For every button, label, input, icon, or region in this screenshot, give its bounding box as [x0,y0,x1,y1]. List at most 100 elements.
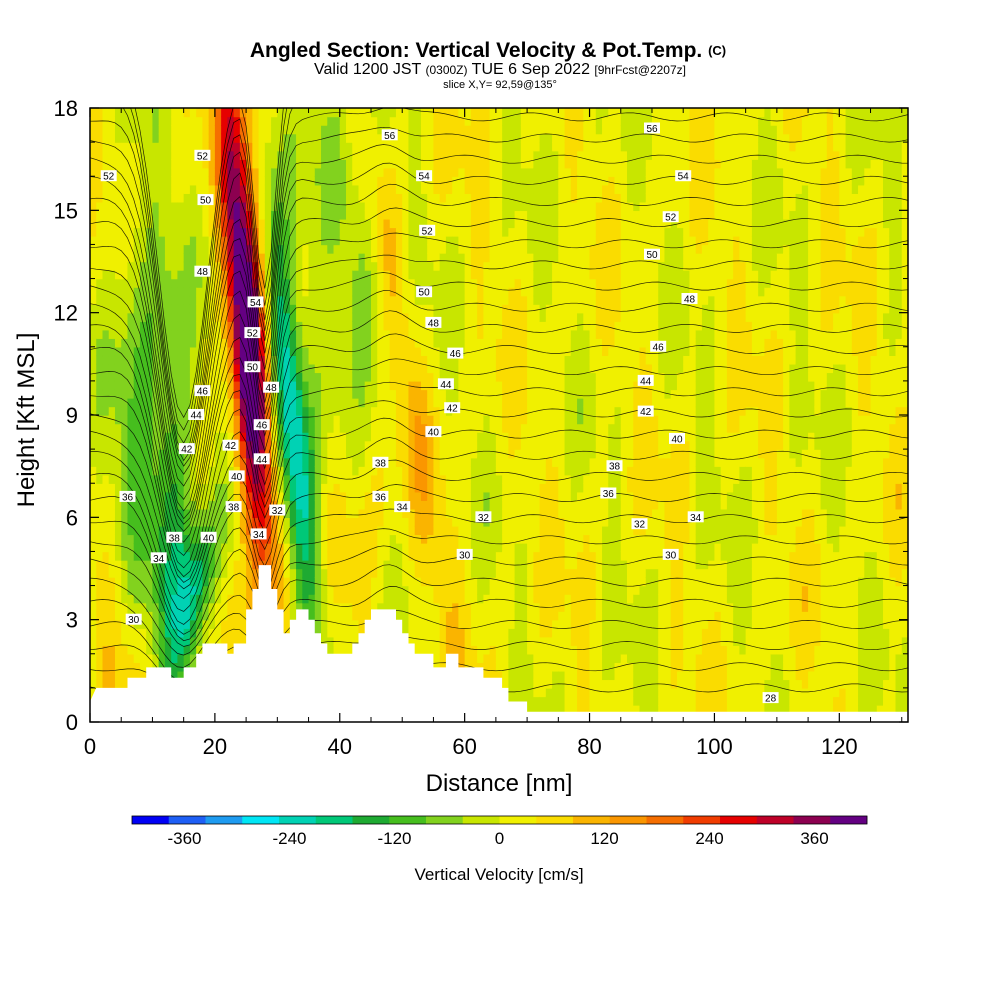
colorbar-swatch [205,816,243,824]
title-main: Angled Section: Vertical Velocity & Pot.… [250,39,702,62]
colorbar: -360 -240 -120 0 120 240 360 [131,815,868,848]
theta-label-text: 46 [450,349,462,360]
theta-label: 28 [762,692,779,705]
theta-contour-line [90,437,908,599]
theta-label: 34 [394,501,411,514]
colorbar-swatch [609,816,647,824]
theta-label-text: 52 [103,172,115,183]
theta-contour-line [130,108,288,431]
colorbar-swatch [683,816,721,824]
theta-label: 42 [637,405,654,418]
theta-label-text: 38 [609,462,621,473]
theta-contour-line [90,310,908,543]
theta-label: 54 [247,296,264,309]
theta-label-text: 52 [422,226,434,237]
theta-label-text: 42 [225,441,237,452]
valid-time: Valid 1200 JST [314,61,422,78]
theta-label-text: 32 [478,513,490,524]
theta-label: 46 [650,340,667,353]
theta-label: 42 [222,439,239,452]
x-tick-label: 20 [203,734,227,759]
y-tick-label: 15 [54,198,78,223]
theta-label: 52 [662,211,679,224]
theta-label: 44 [637,374,654,387]
y-tick-label: 9 [66,403,78,428]
theta-contour-line [90,183,908,487]
theta-label: 42 [178,443,195,456]
theta-label: 30 [456,548,473,561]
colorbar-label: Vertical Velocity [cm/s] [414,865,583,884]
theta-label-text: 30 [665,550,677,561]
theta-label: 56 [644,122,660,135]
colorbar-tick-label: 240 [695,829,723,848]
theta-label: 32 [269,504,286,517]
theta-label-text: 40 [428,428,440,439]
theta-contour-line [90,144,908,467]
theta-label-text: 36 [603,489,615,500]
theta-label: 38 [225,501,242,514]
colorbar-tick-label: 360 [800,829,828,848]
theta-label-text: 34 [253,530,265,541]
colorbar-frame [131,815,868,825]
theta-label-text: 28 [765,694,777,705]
theta-contour-line [90,381,908,578]
theta-label-text: 46 [256,421,268,432]
theta-label: 50 [244,361,261,374]
theta-label-text: 46 [653,342,665,353]
theta-label-text: 38 [228,503,240,514]
colorbar-tick-label: -360 [167,829,201,848]
theta-contour-line [90,417,908,590]
theta-contour-line [90,333,908,557]
theta-label: 40 [200,531,217,544]
y-tick-label: 3 [66,608,78,633]
theta-contour-line [134,108,284,419]
colorbar-swatch [315,816,353,824]
theta-label: 52 [194,149,211,162]
theta-contours [90,108,908,706]
theta-contour-line [90,586,908,668]
theta-label-text: 30 [459,550,471,561]
x-tick-label: 120 [821,734,858,759]
theta-label-text: 40 [231,472,243,483]
theta-label-text: 38 [375,458,387,469]
theta-label: 48 [681,293,698,306]
theta-label: 34 [687,511,704,524]
theta-label-text: 44 [440,380,452,391]
x-tick-label: 60 [452,734,476,759]
theta-label-text: 44 [191,411,203,422]
theta-label: 52 [244,327,261,340]
x-tick-label: 100 [696,734,733,759]
theta-contour-line [90,508,908,635]
theta-label: 36 [372,490,389,503]
theta-label-text: 44 [256,455,268,466]
valid-date: TUE 6 Sep 2022 [472,61,590,78]
theta-contour-line [90,162,908,475]
theta-contour-line [90,126,908,462]
theta-label-text: 48 [197,267,209,278]
colorbar-swatch [830,816,868,824]
theta-contour-line [122,108,293,444]
x-axis-label: Distance [nm] [426,770,573,797]
theta-contour-line [90,609,908,682]
theta-contour-line [90,545,908,647]
theta-label: 50 [416,286,433,299]
theta-label-text: 42 [181,445,193,456]
x-tick-label: 80 [577,734,601,759]
theta-contour-line [90,254,908,520]
theta-label: 52 [419,224,436,237]
theta-label-text: 40 [203,533,215,544]
plot-area: 30 34 36 38 40 42 44 46 48 50 52 52 42 40 38 34 32 44 46 48… [54,96,909,759]
theta-contour-line [90,207,908,501]
theta-label-text: 56 [646,124,658,135]
theta-label: 34 [150,552,167,565]
theta-label: 42 [444,402,461,415]
theta-label: 36 [119,490,136,503]
theta-contour-line [90,290,908,532]
theta-label-text: 36 [375,492,387,503]
theta-contour-labels: 30 34 36 38 40 42 44 46 48 50 52 52 42 40 38 34 32 44 46 48… [100,122,779,705]
theta-label-text: 32 [272,506,284,517]
theta-label: 48 [194,265,211,278]
theta-label-text: 50 [419,288,431,299]
theta-label-text: 52 [665,213,677,224]
